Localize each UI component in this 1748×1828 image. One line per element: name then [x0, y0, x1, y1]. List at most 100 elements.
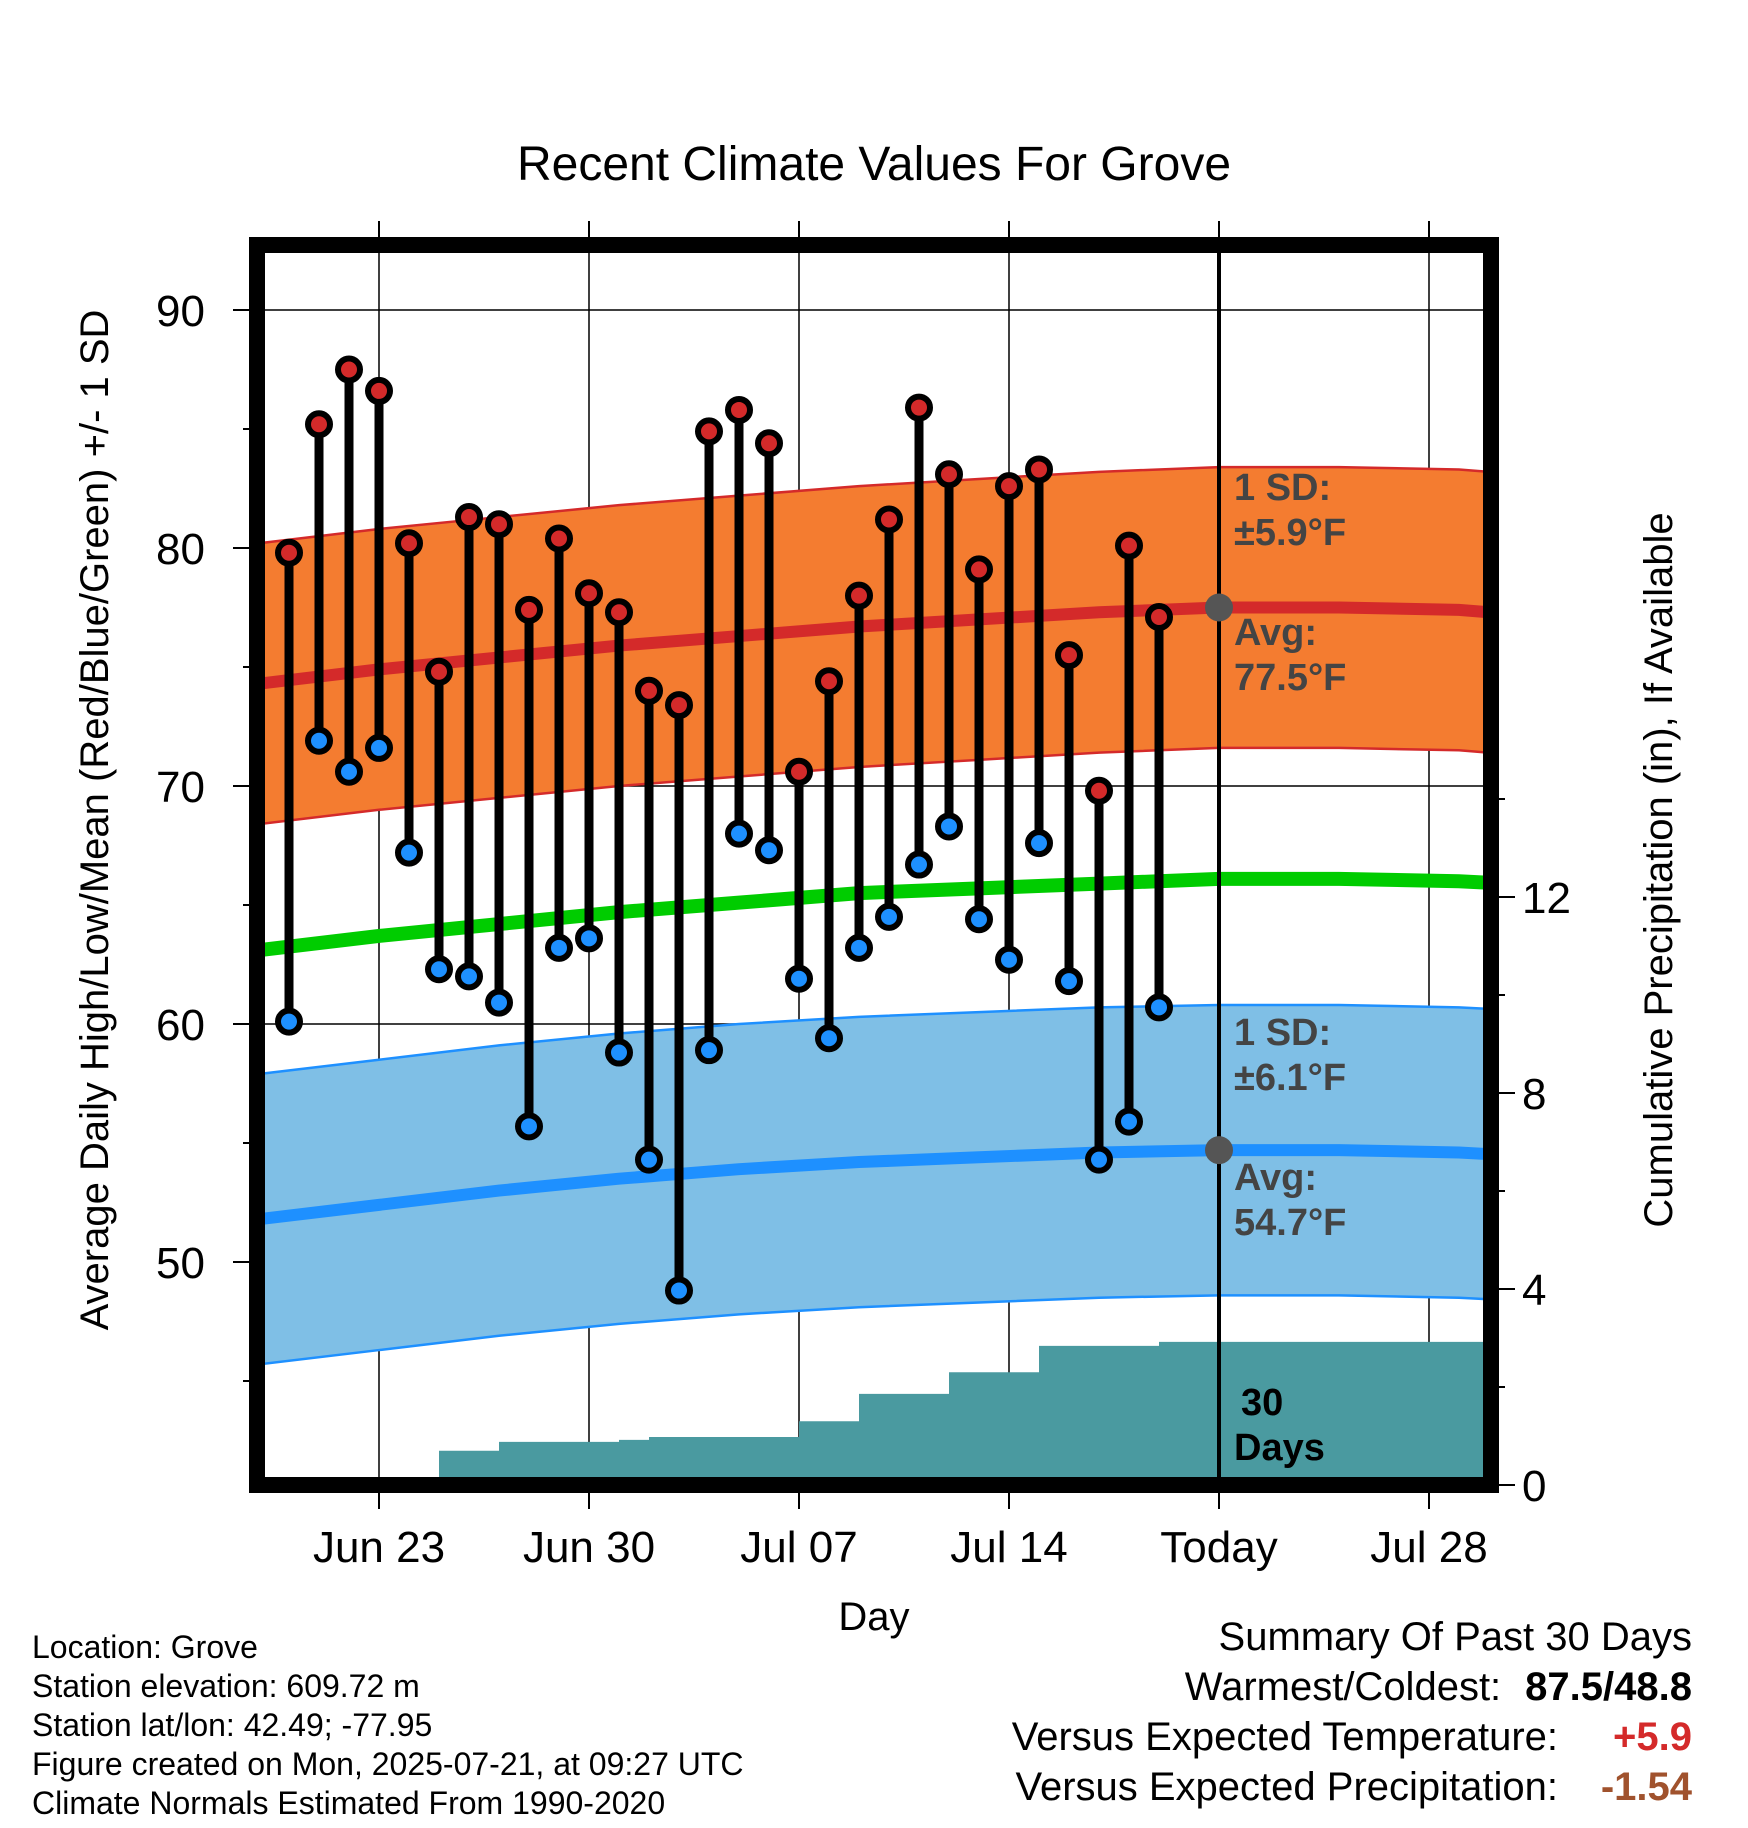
high-point [365, 376, 393, 405]
created-text: Figure created on Mon, 2025-07-21, at 09… [32, 1746, 744, 1782]
location-text: Location: Grove [32, 1629, 258, 1665]
low-point [965, 905, 993, 934]
high-point [1055, 641, 1083, 670]
high-point [935, 460, 963, 489]
y-axis-label: Average Daily High/Low/Mean (Red/Blue/Gr… [73, 310, 117, 1331]
low-sd-title: 1 SD: [1234, 1012, 1331, 1054]
high-point [1145, 603, 1173, 632]
x-tick-label: Jun 23 [313, 1523, 445, 1572]
normals-text: Climate Normals Estimated From 1990-2020 [32, 1785, 666, 1821]
latlon-text: Station lat/lon: 42.49; -77.95 [32, 1707, 433, 1743]
high-point [575, 579, 603, 608]
high-point [875, 505, 903, 534]
x-tick-label: Today [1160, 1523, 1277, 1572]
chart-title: Recent Climate Values For Grove [517, 138, 1231, 191]
low-point [1145, 993, 1173, 1022]
low-point [545, 933, 573, 962]
high-point [695, 417, 723, 446]
temp-value: +5.9 [1613, 1715, 1692, 1759]
elevation-text: Station elevation: 609.72 m [32, 1668, 420, 1704]
low-point [905, 850, 933, 879]
warmest-label: Warmest/Coldest: [1184, 1665, 1502, 1709]
low-point [575, 924, 603, 953]
low-point [1085, 1145, 1113, 1174]
high-point [905, 393, 933, 422]
precip-area [259, 1341, 1491, 1485]
today-low-marker [1205, 1136, 1233, 1165]
low-point [1115, 1107, 1143, 1136]
low-point [845, 933, 873, 962]
station-info: Location: Grove Station elevation: 609.7… [32, 1628, 744, 1823]
low-point [695, 1036, 723, 1065]
high-point [305, 410, 333, 439]
precip-label: Versus Expected Precipitation: [1015, 1765, 1558, 1809]
x-tick-label: Jun 30 [523, 1523, 655, 1572]
high-point [1085, 776, 1113, 805]
low-sd-band [257, 1003, 1491, 1366]
low-point [275, 1007, 303, 1036]
low-point [485, 988, 513, 1017]
low-point [455, 962, 483, 991]
low-point [395, 838, 423, 867]
low-point [305, 726, 333, 755]
high-point [425, 657, 453, 686]
y-tick-label: 70 [156, 763, 205, 812]
low-point [755, 836, 783, 865]
y-tick-label: 60 [156, 1001, 205, 1050]
low-point [1025, 829, 1053, 858]
high-avg-value: 77.5°F [1234, 657, 1346, 699]
warmest-value: 87.5/48.8 [1525, 1665, 1692, 1709]
y-tick-label: 90 [156, 287, 205, 336]
high-point [785, 757, 813, 786]
high-point [545, 524, 573, 553]
x-tick-label: Jul 14 [950, 1523, 1067, 1572]
high-point [755, 429, 783, 458]
y-tick-label: 80 [156, 525, 205, 574]
today-high-marker [1205, 593, 1233, 622]
summary-title: Summary Of Past 30 Days [1218, 1615, 1692, 1659]
high-point [515, 595, 543, 624]
low-avg-title: Avg: [1234, 1157, 1317, 1199]
high-point [335, 355, 363, 384]
low-point [875, 902, 903, 931]
low-point [635, 1145, 663, 1174]
x-tick-label: Jul 07 [740, 1523, 857, 1572]
y2-tick-label: 4 [1522, 1266, 1546, 1315]
low-sd-value: ±6.1°F [1234, 1057, 1346, 1099]
plot-frame [249, 237, 1499, 1493]
high-sd-band [257, 465, 1491, 826]
x-axis-label: Day [838, 1595, 909, 1639]
summary-panel: Summary Of Past 30 Days Warmest/Coldest:… [1012, 1612, 1692, 1812]
precip-value: -1.54 [1600, 1765, 1692, 1809]
plot-interior [257, 245, 1491, 1485]
summary-precip-row: Versus Expected Precipitation: -1.54 [1012, 1762, 1692, 1812]
low-point [725, 819, 753, 848]
high-sd-title: 1 SD: [1234, 467, 1331, 509]
high-point [815, 667, 843, 696]
mean-normal-line [258, 871, 1491, 958]
summary-warmest-row: Warmest/Coldest: 87.5/48.8 [1012, 1662, 1692, 1712]
temp-label: Versus Expected Temperature: [1011, 1715, 1558, 1759]
high-avg-title: Avg: [1234, 612, 1317, 654]
low-point [785, 964, 813, 993]
low-point [365, 733, 393, 762]
y2-tick-label: 0 [1522, 1462, 1546, 1511]
high-point [725, 395, 753, 424]
precip-days-count: 30 [1241, 1382, 1283, 1424]
low-point [425, 955, 453, 984]
y2-tick-label: 8 [1522, 1070, 1546, 1119]
high-point [965, 555, 993, 584]
high-sd-value: ±5.9°F [1234, 512, 1346, 554]
high-point [455, 503, 483, 532]
low-point [995, 945, 1023, 974]
low-point [1055, 967, 1083, 996]
high-point [635, 676, 663, 705]
precip-days-label: Days [1234, 1427, 1325, 1469]
low-point [665, 1276, 693, 1305]
high-point [485, 510, 513, 539]
low-point [605, 1038, 633, 1067]
y2-axis-label: Cumulative Precipitation (in), If Availa… [1637, 512, 1681, 1227]
high-point [275, 538, 303, 567]
